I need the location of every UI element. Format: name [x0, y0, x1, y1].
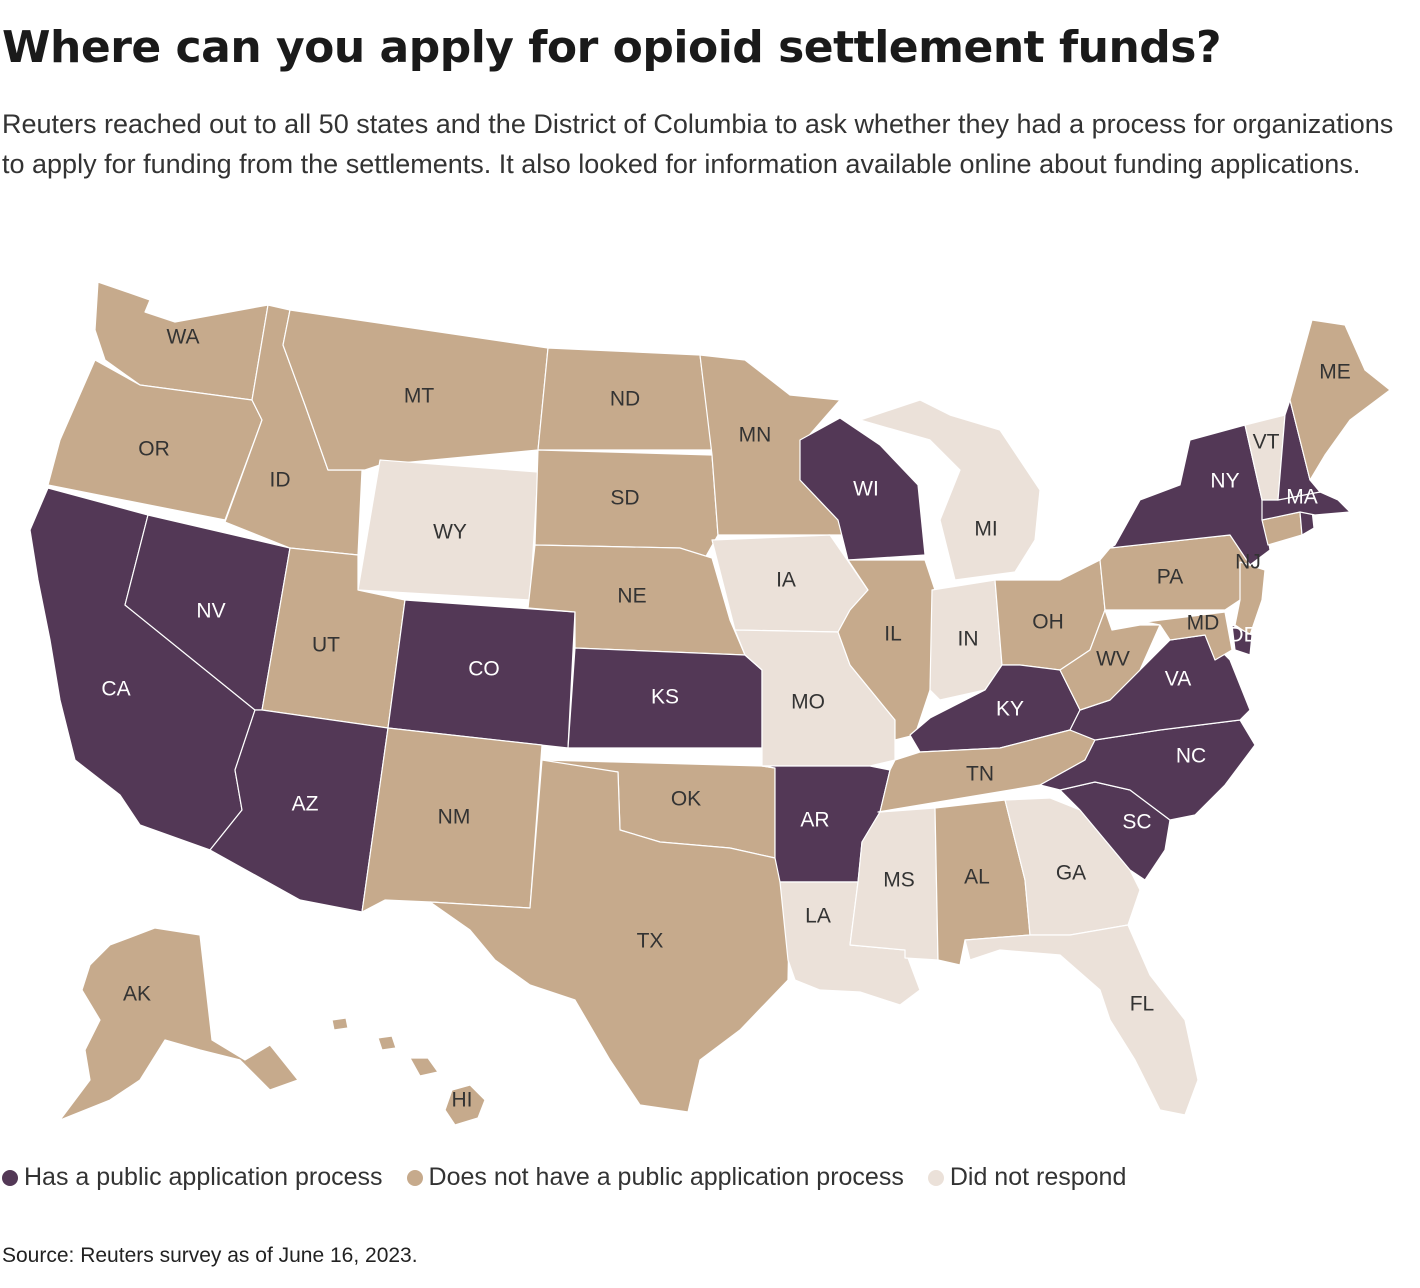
source-note: Source: Reuters survey as of June 16, 20… [2, 1244, 418, 1267]
state-label-TX: TX [637, 930, 664, 953]
legend-swatch-no-public [406, 1169, 423, 1186]
state-label-AR: AR [800, 809, 829, 832]
state-label-DE: DE [1228, 624, 1257, 647]
state-HI-islands-3 [377, 1035, 397, 1051]
state-HI-islands-4 [331, 1017, 349, 1031]
state-label-MT: MT [404, 385, 434, 408]
state-label-VT: VT [1253, 431, 1280, 454]
state-label-NE: NE [617, 585, 646, 608]
state-label-NV: NV [196, 600, 225, 623]
state-label-IA: IA [776, 569, 796, 592]
state-label-ND: ND [610, 388, 640, 411]
legend-swatch-public [2, 1169, 18, 1186]
state-label-AZ: AZ [292, 793, 319, 816]
state-WI [799, 417, 926, 561]
state-HI-islands-2 [409, 1057, 439, 1077]
state-label-IN: IN [958, 628, 979, 651]
legend-item-no-public: Does not have a public application proce… [406, 1163, 904, 1192]
state-label-MN: MN [739, 424, 772, 447]
state-label-CO: CO [468, 658, 500, 681]
state-label-OH: OH [1032, 611, 1064, 634]
state-ME [1289, 319, 1391, 481]
state-MI [859, 399, 1041, 581]
state-label-NJ: NJ [1235, 551, 1261, 574]
state-AK [59, 927, 299, 1121]
state-label-MI: MI [974, 518, 997, 541]
chart-title: Where can you apply for opioid settlemen… [2, 22, 1222, 73]
state-label-VA: VA [1165, 668, 1191, 691]
state-label-MS: MS [883, 869, 915, 892]
state-MD [1144, 611, 1233, 661]
state-label-HI: HI [452, 1089, 473, 1112]
state-label-TN: TN [966, 763, 994, 786]
state-HI [444, 1084, 486, 1126]
state-label-SC: SC [1122, 811, 1151, 834]
state-label-ME: ME [1319, 361, 1351, 384]
legend-item-public: Has a public application process [2, 1163, 383, 1192]
state-label-ID: ID [270, 469, 291, 492]
state-label-KY: KY [996, 698, 1024, 721]
state-label-SD: SD [610, 487, 639, 510]
state-label-AL: AL [964, 866, 990, 889]
state-label-WA: WA [166, 326, 199, 349]
legend-swatch-no-response [927, 1169, 944, 1186]
us-map: WA OR CA NV ID MT WY UT AZ CO NM ND SD NE KS OK TX MN IA MO… [0, 262, 1420, 1142]
state-WV [1059, 609, 1161, 711]
state-label-OK: OK [671, 788, 701, 811]
chart-subtitle: Reuters reached out to all 50 states and… [2, 109, 1394, 179]
state-label-NY: NY [1210, 470, 1239, 493]
legend-label-public: Has a public application process [24, 1163, 383, 1191]
state-label-LA: LA [805, 905, 831, 928]
state-TX [429, 759, 791, 1113]
state-label-MO: MO [791, 691, 825, 714]
state-DE [1231, 624, 1253, 656]
state-label-CA: CA [101, 678, 130, 701]
state-label-AK: AK [123, 983, 151, 1006]
state-label-WI: WI [853, 478, 879, 501]
legend-item-no-response: Did not respond [927, 1163, 1127, 1192]
state-label-WV: WV [1096, 648, 1130, 671]
legend-label-no-response: Did not respond [949, 1163, 1127, 1191]
state-label-IL: IL [884, 623, 902, 646]
state-NH [1277, 399, 1321, 501]
state-label-OR: OR [138, 438, 170, 461]
state-label-WY: WY [433, 521, 467, 544]
state-label-PA: PA [1157, 566, 1183, 589]
state-label-UT: UT [312, 634, 340, 657]
legend: Has a public application process Does no… [2, 1163, 1126, 1192]
state-label-NM: NM [438, 806, 471, 829]
state-label-GA: GA [1056, 862, 1086, 885]
state-GA [1004, 797, 1141, 936]
state-label-MA: MA [1286, 486, 1318, 509]
state-FL [964, 924, 1199, 1116]
state-label-FL: FL [1130, 993, 1155, 1016]
legend-label-no-public: Does not have a public application proce… [428, 1163, 904, 1191]
state-label-NC: NC [1176, 745, 1206, 768]
state-label-MD: MD [1187, 612, 1220, 635]
state-IL [837, 559, 936, 741]
state-label-KS: KS [651, 686, 679, 709]
